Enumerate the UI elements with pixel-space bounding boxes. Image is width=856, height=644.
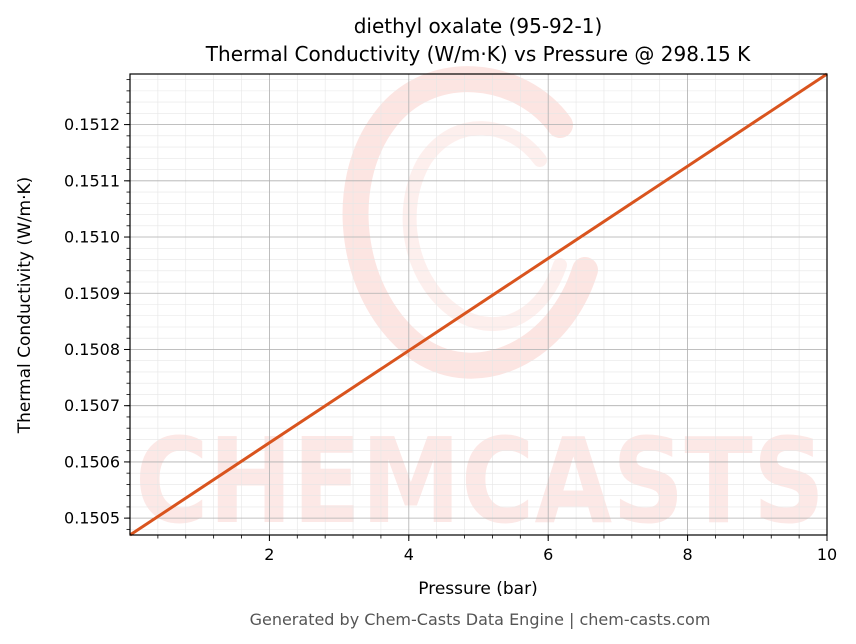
watermark: CHEMCASTS xyxy=(135,66,825,550)
series-line xyxy=(129,72,828,537)
x-tick-label: 10 xyxy=(817,545,837,564)
y-tick-label: 0.1512 xyxy=(64,115,120,134)
y-tick-label: 0.1510 xyxy=(64,228,120,247)
chart-title: diethyl oxalate (95-92-1) xyxy=(354,14,603,38)
watermark-text: CHEMCASTS xyxy=(135,412,825,550)
y-axis-label: Thermal Conductivity (W/m·K) xyxy=(15,177,35,435)
y-tick-label: 0.1506 xyxy=(64,452,120,471)
x-tick-label: 8 xyxy=(683,545,693,564)
y-tick-label: 0.1508 xyxy=(64,340,120,359)
x-tick-label: 2 xyxy=(264,545,274,564)
y-tick-label: 0.1511 xyxy=(64,171,120,190)
watermark-logo-icon xyxy=(342,66,598,379)
chart-subtitle: Thermal Conductivity (W/m·K) vs Pressure… xyxy=(205,42,751,66)
x-tick-label: 6 xyxy=(543,545,553,564)
y-tick-label: 0.1505 xyxy=(64,509,120,528)
footer-credit: Generated by Chem-Casts Data Engine | ch… xyxy=(250,610,711,629)
x-axis: 2 4 6 8 10 xyxy=(157,535,837,564)
x-tick-label: 4 xyxy=(404,545,414,564)
x-axis-label: Pressure (bar) xyxy=(418,579,537,599)
y-tick-label: 0.1507 xyxy=(64,396,120,415)
y-axis: 0.1505 0.1506 0.1507 0.1508 0.1509 0.1510 0.15… xyxy=(64,79,130,530)
y-tick-label: 0.1509 xyxy=(64,284,120,303)
series-layer xyxy=(129,72,828,537)
